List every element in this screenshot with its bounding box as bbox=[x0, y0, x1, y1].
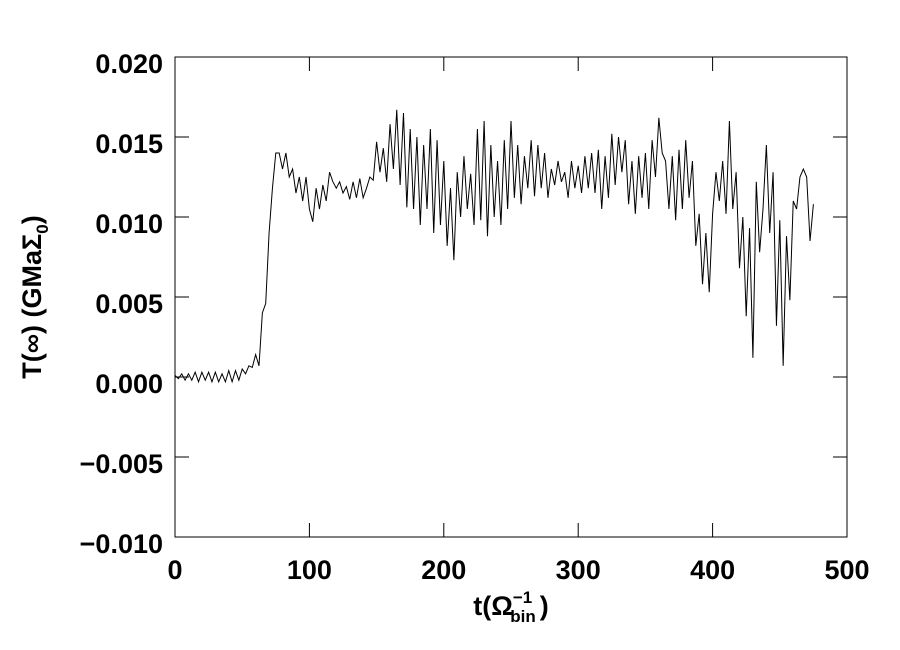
y-label-text: T(∞) (GMaΣ bbox=[17, 234, 47, 379]
y-label-end: ) bbox=[17, 215, 47, 224]
x-label-sub: bin bbox=[510, 607, 536, 626]
y-tick-label: 0.000 bbox=[95, 369, 163, 399]
y-axis-label: T(∞) (GMaΣ0) bbox=[17, 215, 52, 378]
data-line bbox=[174, 109, 814, 384]
x-tick-label: 0 bbox=[167, 555, 182, 585]
y-tick-label: 0.005 bbox=[95, 289, 163, 319]
y-label-sub: 0 bbox=[33, 224, 52, 233]
x-tick-label: 500 bbox=[824, 555, 869, 585]
y-tick-label: −0.010 bbox=[80, 529, 163, 559]
x-tick-label: 300 bbox=[556, 555, 601, 585]
x-label-text: t(Ω bbox=[473, 591, 513, 621]
x-label-sup: −1 bbox=[513, 588, 532, 607]
x-tick-label: 400 bbox=[690, 555, 735, 585]
x-tick-label: 100 bbox=[287, 555, 332, 585]
y-tick-label: 0.020 bbox=[95, 49, 163, 79]
x-tick-label: 200 bbox=[421, 555, 466, 585]
x-label-end: ) bbox=[540, 591, 549, 621]
y-tick-label: −0.005 bbox=[80, 449, 163, 479]
x-axis-label: t(Ω−1 bin) bbox=[473, 588, 549, 626]
y-tick-label: 0.015 bbox=[95, 129, 163, 159]
y-tick-label: 0.010 bbox=[95, 209, 163, 239]
